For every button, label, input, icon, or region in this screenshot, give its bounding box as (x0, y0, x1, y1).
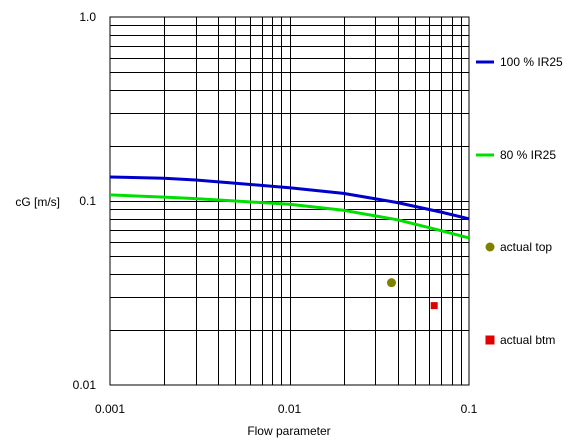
x-tick-labels: 0.001 0.01 0.1 (95, 402, 478, 416)
x-tick-label: 0.01 (278, 402, 302, 416)
legend-swatch (485, 335, 495, 345)
plot-frame (109, 16, 470, 386)
series-line (109, 193, 470, 240)
legend-label: actual btm (500, 333, 555, 347)
data-point (430, 302, 438, 310)
legend-label: 80 % IR25 (500, 148, 556, 162)
legend-swatch (485, 242, 495, 252)
y-axis-label: cG [m/s] (15, 195, 60, 209)
legend-label: 100 % IR25 (500, 55, 563, 69)
x-tick-label: 0.1 (461, 402, 478, 416)
x-axis-label: Flow parameter (247, 424, 330, 438)
y-tick-label: 0.01 (73, 378, 97, 392)
legend-label: actual top (500, 240, 552, 254)
y-tick-label: 0.1 (79, 194, 96, 208)
x-tick-label: 0.001 (95, 402, 125, 416)
grid (110, 17, 469, 385)
series-line (109, 175, 470, 221)
legend: 100 % IR25 80 % IR25 actual top actual btm (476, 55, 563, 347)
y-tick-labels: 0.01 0.1 1.0 (73, 10, 97, 392)
series-layer (109, 175, 470, 310)
y-tick-label: 1.0 (79, 10, 96, 24)
data-point (386, 278, 396, 288)
